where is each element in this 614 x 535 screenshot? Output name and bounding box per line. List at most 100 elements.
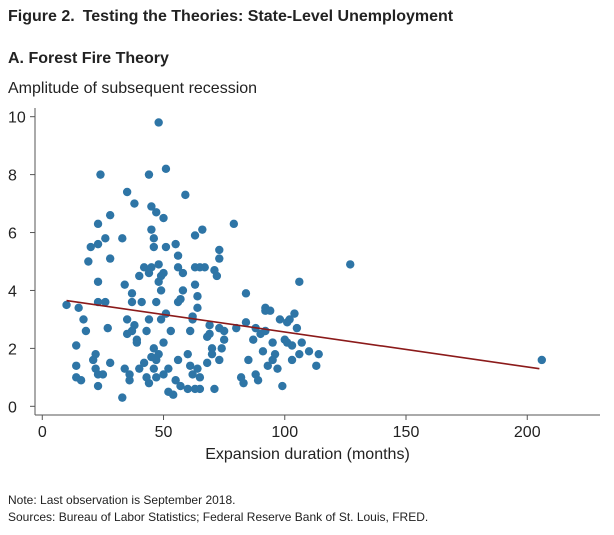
data-point (164, 364, 173, 373)
data-point (74, 303, 83, 313)
data-point (132, 338, 142, 347)
data-point (193, 364, 202, 373)
data-point (287, 341, 297, 350)
data-point (105, 358, 115, 368)
x-tick-label: 50 (155, 424, 173, 441)
data-point (176, 381, 185, 391)
data-point (244, 355, 253, 365)
data-point (79, 315, 88, 324)
data-point (173, 251, 183, 260)
data-point (195, 384, 205, 394)
data-point (120, 280, 129, 289)
data-point (346, 260, 355, 269)
data-point (207, 344, 217, 353)
data-point (101, 297, 110, 307)
y-axis-title: Amplitude of subsequent recession (8, 80, 258, 97)
data-point (166, 326, 175, 336)
data-point (268, 338, 277, 347)
data-point (101, 234, 110, 243)
data-point (135, 271, 144, 281)
data-point (130, 321, 139, 330)
data-point (190, 231, 200, 240)
data-point (285, 315, 294, 324)
data-point (171, 239, 180, 249)
data-point (171, 376, 180, 385)
data-point (537, 355, 547, 365)
data-point (202, 358, 212, 368)
y-tick-label: 6 (8, 226, 17, 243)
data-point (295, 349, 304, 359)
data-point (149, 234, 159, 243)
data-point (147, 225, 156, 234)
x-tick-label: 100 (271, 424, 298, 441)
data-point (219, 326, 229, 336)
data-point (144, 378, 154, 388)
sources-text: Sources: Bureau of Labor Statistics; Fed… (8, 510, 429, 524)
data-point (304, 347, 314, 356)
data-point (93, 219, 103, 229)
data-point (76, 376, 86, 385)
data-points (62, 118, 547, 402)
data-point (127, 289, 137, 298)
data-point (210, 384, 219, 394)
data-point (263, 361, 272, 370)
data-point (178, 286, 188, 295)
data-point (185, 326, 195, 336)
y-tick-label: 4 (8, 283, 17, 300)
y-tick-label: 10 (8, 110, 26, 127)
figure-title: Figure 2. Testing the Theories: State-Lev… (8, 8, 453, 26)
data-point (181, 190, 190, 200)
data-point (152, 297, 161, 307)
data-point (266, 306, 275, 315)
data-point (273, 364, 282, 373)
data-point (125, 376, 134, 385)
x-axis-ticks: 0 50 100 150 200 (38, 415, 541, 441)
data-point (154, 260, 163, 269)
data-point (241, 289, 251, 298)
data-point (217, 344, 226, 353)
figure-title-text: Testing the Theories: State-Level Unempl… (82, 8, 454, 25)
data-point (314, 349, 323, 359)
data-point (72, 361, 81, 370)
data-point (229, 219, 239, 229)
data-point (239, 378, 248, 388)
data-point (212, 271, 222, 281)
data-point (149, 364, 159, 373)
data-point (159, 338, 168, 347)
data-point (205, 321, 214, 330)
data-point (193, 292, 202, 301)
data-point (72, 341, 81, 350)
data-point (161, 242, 171, 252)
data-point (241, 318, 251, 327)
data-point (159, 268, 168, 278)
data-point (91, 349, 100, 359)
data-point (147, 263, 156, 272)
data-point (183, 349, 192, 359)
data-point (122, 187, 132, 197)
data-point (86, 242, 95, 252)
data-point (215, 245, 224, 255)
y-tick-label: 0 (8, 399, 17, 416)
data-point (190, 280, 200, 289)
data-point (249, 335, 258, 344)
data-point (207, 349, 217, 359)
data-point (215, 254, 224, 263)
data-point (219, 335, 229, 344)
data-point (144, 315, 154, 324)
data-point (195, 373, 205, 382)
y-tick-label: 8 (8, 168, 17, 185)
data-point (154, 349, 163, 359)
data-point (125, 370, 134, 379)
scatter-chart: 0 2 4 6 8 10 0 50 100 150 200 Expansion duration … (8, 108, 600, 463)
data-point (287, 355, 297, 365)
data-point (93, 239, 103, 249)
data-point (176, 294, 185, 304)
data-point (98, 370, 108, 379)
y-tick-label: 2 (8, 341, 17, 358)
data-point (295, 277, 304, 286)
data-point (62, 300, 71, 310)
data-point (149, 242, 159, 252)
data-point (127, 297, 137, 307)
data-point (139, 358, 149, 368)
x-tick-label: 200 (514, 424, 541, 441)
